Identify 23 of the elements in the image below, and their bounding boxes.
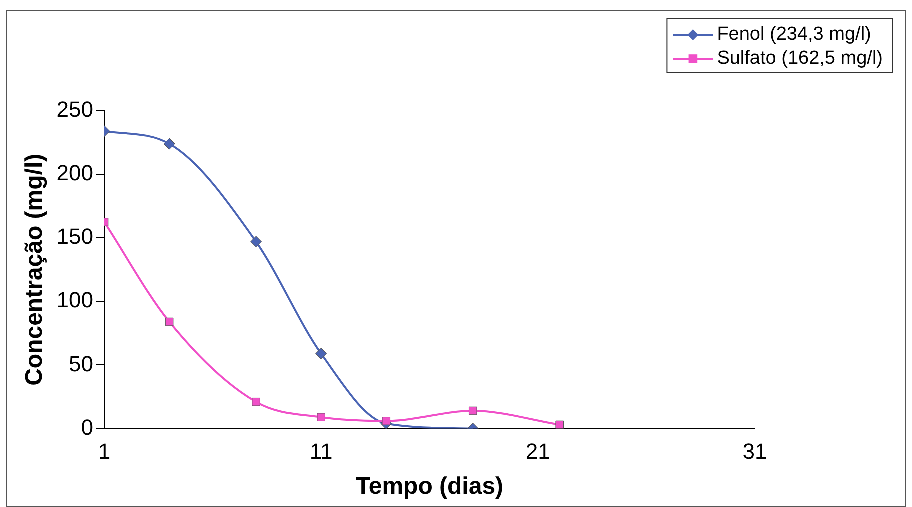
point bbox=[252, 398, 260, 406]
y-tick-label: 100 bbox=[56, 288, 94, 313]
point bbox=[316, 348, 328, 360]
legend-label: Fenol (234,3 mg/l) bbox=[717, 24, 872, 46]
x-tick-label: 21 bbox=[526, 439, 550, 464]
point bbox=[317, 413, 326, 422]
x-tick-label: 31 bbox=[742, 439, 768, 464]
point bbox=[382, 417, 391, 426]
y-tick-label: 0 bbox=[81, 414, 94, 440]
x-tick-label: 1 bbox=[98, 439, 111, 464]
y-tick-label: 250 bbox=[56, 97, 94, 122]
point bbox=[556, 420, 564, 429]
point bbox=[250, 236, 262, 248]
y-axis-title: Concentração (mg/l) bbox=[21, 154, 48, 386]
y-tick-label: 50 bbox=[69, 351, 94, 376]
point bbox=[468, 406, 478, 416]
y-tick-label: 150 bbox=[56, 224, 94, 250]
x-axis-title: Tempo (dias) bbox=[356, 473, 504, 500]
x-tick-label: 11 bbox=[310, 439, 333, 464]
legend-label: Sulfato (162,5 mg/l) bbox=[717, 48, 884, 70]
y-tick-label: 200 bbox=[56, 160, 94, 186]
point bbox=[165, 318, 174, 326]
point bbox=[164, 138, 176, 150]
